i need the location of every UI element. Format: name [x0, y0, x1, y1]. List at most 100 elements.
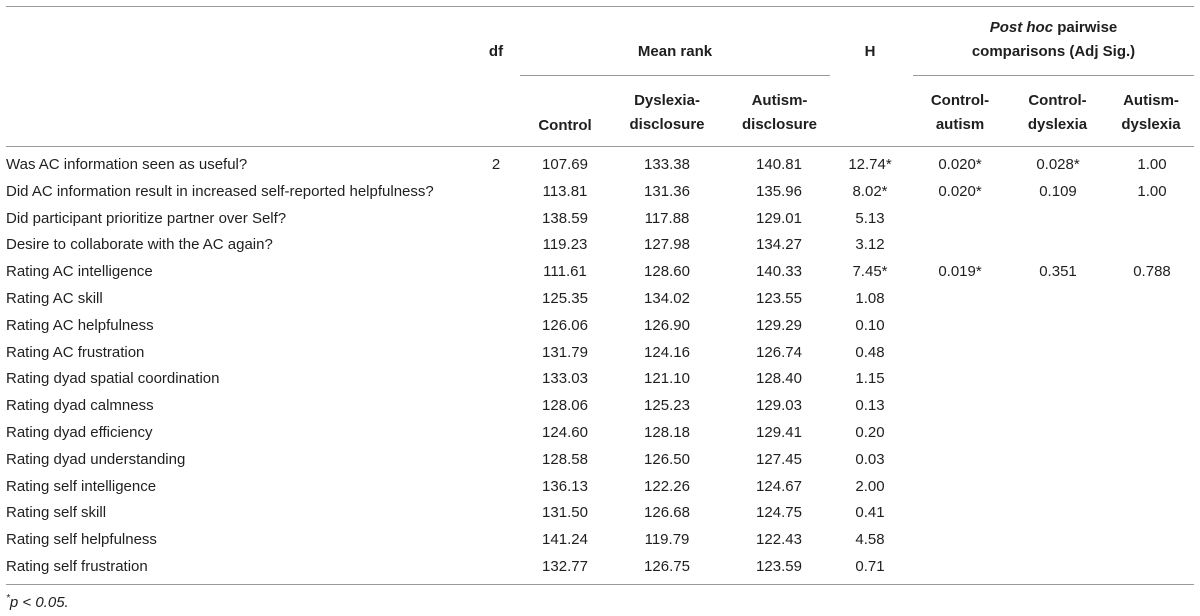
cell-df: 2 [491, 156, 501, 173]
cell-control: 133.03 [542, 370, 588, 388]
cell-h: 8.02* [852, 182, 888, 200]
cell-dyslexia-disclosure: 121.10 [644, 370, 690, 388]
cell-control: 128.58 [542, 450, 588, 468]
cell-autism-disclosure: 140.33 [756, 263, 802, 281]
cell-autism-disclosure: 127.45 [756, 450, 802, 468]
footnote-text: p < 0.05. [9, 594, 69, 611]
cell-dyslexia-disclosure: 124.16 [644, 343, 690, 361]
cell-dyslexia-disclosure: 126.68 [644, 504, 690, 522]
cell-control: 126.06 [542, 316, 588, 334]
cell-dyslexia-disclosure: 122.26 [644, 477, 690, 495]
cell-autism-disclosure: 129.03 [756, 397, 802, 415]
cell-h: 4.58 [855, 531, 885, 549]
cell-control: 113.81 [542, 182, 588, 200]
row-label: Was AC information seen as useful? [6, 156, 248, 173]
cell-autism-disclosure: 140.81 [756, 156, 802, 173]
cell-control: 131.50 [542, 504, 588, 522]
cell-autism-disclosure: 123.59 [756, 558, 802, 575]
cell-h: 0.13 [855, 397, 885, 415]
header-dyslexia-line2: disclosure [629, 116, 705, 133]
cell-autism-disclosure: 129.01 [756, 209, 802, 227]
cell-dyslexia-disclosure: 126.50 [644, 450, 690, 468]
cell-autism-disclosure: 129.29 [756, 316, 802, 334]
cell-dyslexia-disclosure: 128.60 [644, 263, 690, 281]
cell-dyslexia-disclosure: 134.02 [644, 290, 690, 307]
cell-h: 12.74* [848, 156, 892, 173]
cell-control: 107.69 [542, 156, 588, 173]
cell-h: 0.03 [855, 450, 885, 468]
row-label: Rating dyad efficiency [6, 424, 153, 441]
cell-control-dyslexia: 0.109 [1039, 182, 1077, 200]
cell-h: 1.08 [855, 290, 885, 307]
cell-dyslexia-disclosure: 131.36 [644, 182, 690, 200]
header-posthoc: Post hoc pairwise comparisons (Adj Sig.) [913, 16, 1194, 64]
cell-control: 138.59 [542, 209, 588, 227]
row-label: Rating AC skill [6, 290, 103, 307]
cell-control: 131.79 [542, 343, 588, 361]
row-label: Did AC information result in increased s… [6, 182, 434, 200]
row-label: Rating self helpfulness [6, 531, 157, 549]
cell-control-autism: 0.020* [938, 156, 982, 173]
cell-h: 0.41 [855, 504, 885, 522]
cell-autism-disclosure: 124.67 [756, 477, 802, 495]
cell-autism-disclosure: 123.55 [756, 290, 802, 307]
cell-h: 1.15 [855, 370, 885, 388]
header-control-autism: Control- autism [915, 89, 1005, 137]
header-cd-line2: dyslexia [1027, 116, 1088, 133]
header-posthoc-italic: Post hoc [989, 19, 1054, 36]
cell-control: 125.35 [542, 290, 588, 307]
cell-control: 132.77 [542, 558, 588, 575]
cell-autism-disclosure: 129.41 [756, 424, 802, 441]
cell-autism-dyslexia: 1.00 [1137, 182, 1167, 200]
cell-h: 5.13 [855, 209, 885, 227]
cell-control: 111.61 [543, 263, 587, 281]
cell-autism-disclosure: 124.75 [756, 504, 802, 522]
header-cd-line1: Control- [1028, 92, 1087, 109]
cell-autism-disclosure: 134.27 [756, 236, 802, 254]
cell-h: 3.12 [855, 236, 885, 254]
cell-dyslexia-disclosure: 126.90 [644, 316, 690, 334]
row-label: Rating dyad spatial coordination [6, 370, 220, 388]
cell-autism-disclosure: 128.40 [756, 370, 802, 388]
header-autism-line2: disclosure [741, 116, 818, 133]
cell-autism-disclosure: 135.96 [756, 182, 802, 200]
cell-control: 119.23 [542, 236, 588, 254]
row-label: Rating dyad understanding [6, 450, 186, 468]
cell-h: 7.45* [852, 263, 888, 281]
cell-autism-disclosure: 126.74 [756, 343, 802, 361]
header-bottom-rule [6, 146, 1194, 147]
cell-control: 141.24 [542, 531, 588, 549]
header-h: H [864, 43, 876, 60]
cell-h: 0.48 [855, 343, 885, 361]
header-autism-line1: Autism- [751, 92, 808, 109]
cell-dyslexia-disclosure: 125.23 [644, 397, 690, 415]
header-autism-disclosure: Autism- disclosure [727, 89, 832, 137]
cell-dyslexia-disclosure: 119.79 [644, 531, 690, 549]
cell-h: 0.10 [855, 316, 885, 334]
row-label: Rating AC intelligence [6, 263, 153, 281]
header-ca-line2: autism [935, 116, 985, 133]
cell-control-autism: 0.020* [938, 182, 982, 200]
cell-dyslexia-disclosure: 117.88 [644, 209, 690, 227]
header-posthoc-rest: pairwise [1053, 19, 1118, 36]
cell-control-autism: 0.019* [938, 263, 982, 281]
header-control-dyslexia: Control- dyslexia [1010, 89, 1105, 137]
cell-autism-dyslexia: 0.788 [1133, 263, 1171, 281]
row-label: Rating self frustration [6, 558, 148, 575]
mean-rank-underline [520, 75, 830, 76]
row-label: Rating AC helpfulness [6, 316, 154, 334]
header-posthoc-line2: comparisons (Adj Sig.) [971, 43, 1136, 60]
cell-dyslexia-disclosure: 133.38 [644, 156, 690, 173]
header-ad-line1: Autism- [1123, 92, 1179, 109]
row-label: Rating self skill [6, 504, 107, 522]
cell-h: 0.20 [855, 424, 885, 441]
bottom-rule [6, 584, 1194, 585]
header-ad-line2: dyslexia [1121, 116, 1181, 133]
cell-autism-disclosure: 122.43 [756, 531, 802, 549]
footnote: *p < 0.05. [6, 593, 69, 611]
header-autism-dyslexia: Autism- dyslexia [1108, 89, 1194, 137]
cell-control: 128.06 [542, 397, 588, 415]
header-ca-line1: Control- [930, 92, 990, 109]
cell-h: 0.71 [855, 558, 885, 575]
cell-control-dyslexia: 0.028* [1036, 156, 1080, 173]
